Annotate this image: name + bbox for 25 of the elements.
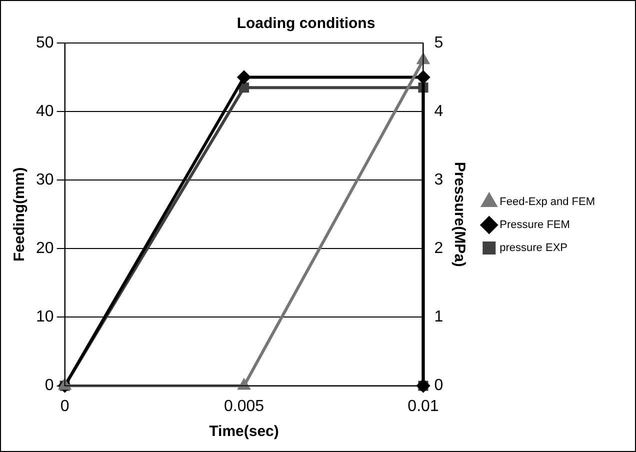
y2-tick-label: 0 [434, 377, 444, 394]
point [416, 70, 430, 84]
point [238, 70, 251, 84]
x-tick-label: 0.01 [408, 398, 439, 415]
y-tick-label: 10 [36, 308, 54, 326]
y-tick-label: 0 [44, 377, 54, 394]
x-tick-label: 0.005 [224, 398, 264, 415]
y-tick-label: 50 [36, 34, 54, 52]
legend-label: Feed-Exp and FEM [500, 196, 595, 208]
y-axis-title: Feeding(mm) [11, 167, 28, 262]
y2-tick-label: 4 [434, 102, 444, 120]
point [238, 82, 250, 93]
y2-tick-label: 5 [434, 34, 444, 52]
y-tick-label: 40 [36, 102, 54, 120]
y2-tick-label: 2 [434, 240, 444, 258]
y2-axis-title: Pressure(MPa) [450, 162, 468, 267]
y2-tick-label: 1 [434, 308, 444, 326]
y-tick-label: 20 [36, 240, 54, 258]
x-tick-label: 0 [60, 398, 70, 415]
y2-tick-label: 3 [434, 172, 444, 189]
legend-label: Pressure FEM [500, 219, 570, 232]
x-axis-title: Time(sec) [209, 423, 279, 440]
y-tick-label: 30 [36, 172, 54, 189]
chart-title: Loading conditions [236, 15, 376, 32]
legend-label: pressure EXP [500, 242, 568, 254]
